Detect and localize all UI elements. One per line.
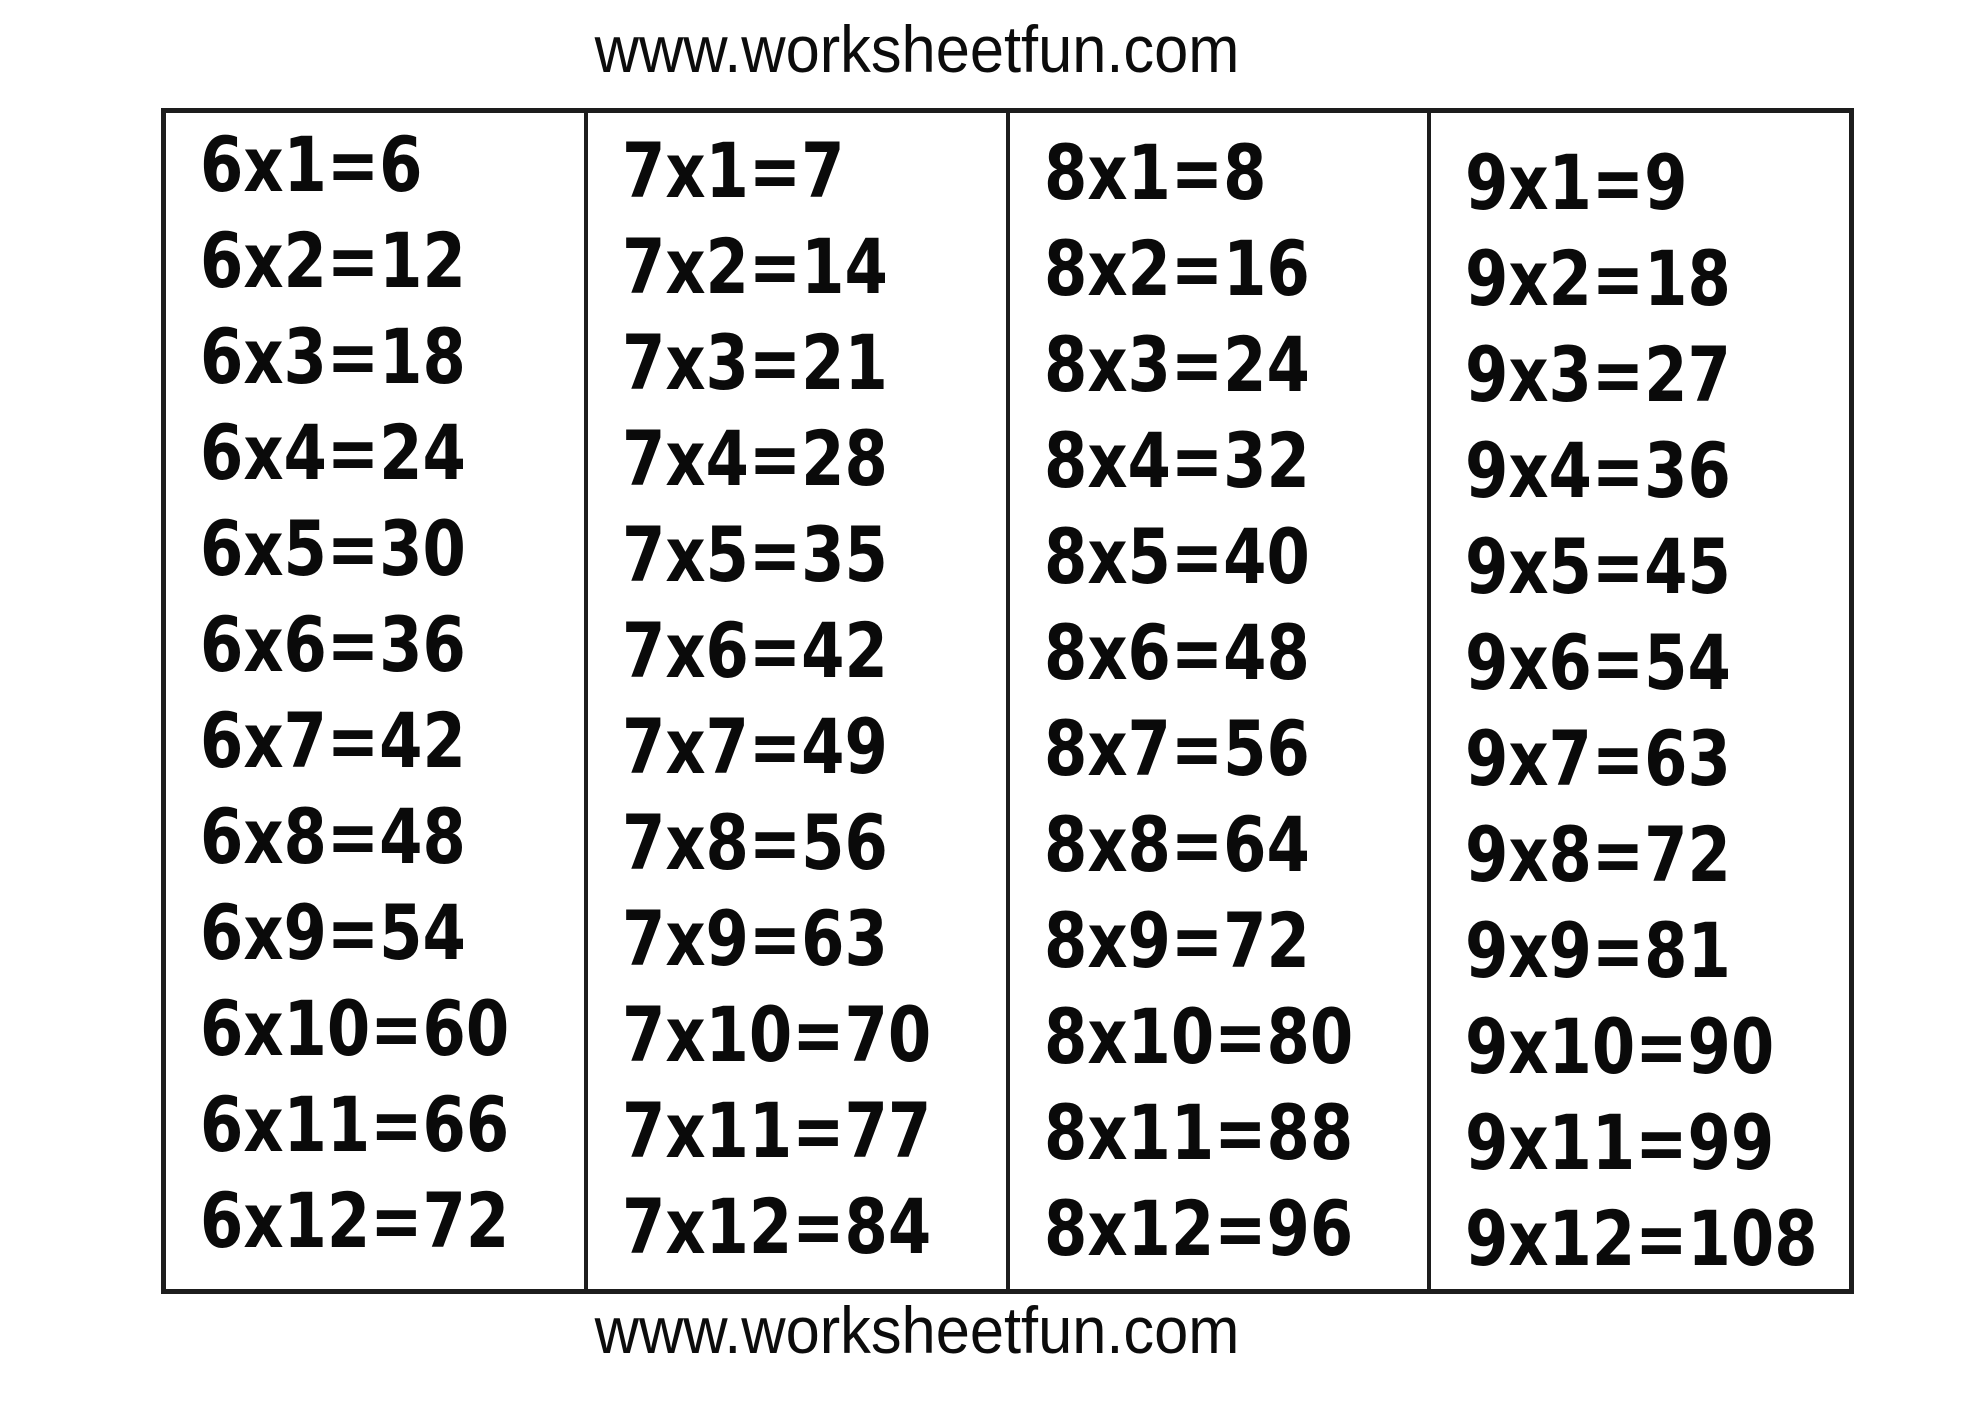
equation: 6x10=60 (200, 984, 510, 1073)
equation: 6x12=72 (200, 1176, 510, 1265)
equation: 7x3=21 (621, 318, 888, 407)
times-7-column: 7x1=7 7x2=14 7x3=21 7x4=28 7x5=35 7x6=42… (583, 113, 1006, 1289)
equation: 6x3=18 (200, 312, 466, 401)
equation: 6x5=30 (200, 504, 466, 593)
equation: 6x8=48 (200, 792, 466, 881)
equation: 6x7=42 (200, 696, 466, 785)
equation: 9x4=36 (1465, 426, 1732, 515)
equation: 7x6=42 (621, 606, 888, 695)
equation: 9x2=18 (1465, 234, 1732, 323)
times-6-column: 6x1=6 6x2=12 6x3=18 6x4=24 6x5=30 6x6=36… (166, 113, 584, 1289)
footer-site-url: www.worksheetfun.com (594, 1293, 1240, 1367)
times-8-column: 8x1=8 8x2=16 8x3=24 8x4=32 8x5=40 8x6=48… (1005, 113, 1428, 1289)
equation: 9x8=72 (1465, 810, 1732, 899)
equation: 6x9=54 (200, 888, 466, 977)
equation: 8x12=96 (1043, 1184, 1353, 1273)
equation: 8x8=64 (1043, 800, 1310, 889)
equation: 6x1=6 (200, 120, 423, 209)
equation: 9x7=63 (1465, 714, 1732, 803)
equation: 8x6=48 (1043, 608, 1310, 697)
equation: 6x4=24 (200, 408, 466, 497)
equation: 8x9=72 (1043, 896, 1310, 985)
multiplication-table: 6x1=6 6x2=12 6x3=18 6x4=24 6x5=30 6x6=36… (161, 108, 1854, 1294)
equation: 8x3=24 (1043, 320, 1310, 409)
equation: 6x2=12 (200, 216, 466, 305)
header-site-url: www.worksheetfun.com (594, 12, 1240, 86)
equation: 9x6=54 (1465, 618, 1732, 707)
equation: 9x10=90 (1465, 1002, 1775, 1091)
equation: 7x7=49 (621, 702, 888, 791)
equation: 7x11=77 (621, 1086, 931, 1175)
equation: 6x6=36 (200, 600, 466, 689)
equation: 7x2=14 (621, 222, 888, 311)
equation: 8x1=8 (1043, 128, 1267, 217)
equation: 7x8=56 (621, 798, 888, 887)
equation: 9x12=108 (1465, 1194, 1818, 1283)
equation: 6x11=66 (200, 1080, 510, 1169)
equation: 8x7=56 (1043, 704, 1310, 793)
equation: 9x5=45 (1465, 522, 1732, 611)
equation: 7x4=28 (621, 414, 888, 503)
equation: 8x2=16 (1043, 224, 1310, 313)
equation: 9x1=9 (1465, 138, 1688, 227)
equation: 7x9=63 (621, 894, 888, 983)
equation: 7x5=35 (621, 510, 888, 599)
equation: 8x5=40 (1043, 512, 1310, 601)
times-9-column: 9x1=9 9x2=18 9x3=27 9x4=36 9x5=45 9x6=54… (1427, 113, 1849, 1289)
equation: 8x11=88 (1043, 1088, 1353, 1177)
equation: 7x12=84 (621, 1182, 931, 1271)
equation: 9x3=27 (1465, 330, 1732, 419)
equation: 8x4=32 (1043, 416, 1310, 505)
equation: 8x10=80 (1043, 992, 1353, 1081)
equation: 7x1=7 (621, 126, 845, 215)
equation: 9x11=99 (1465, 1098, 1775, 1187)
equation: 9x9=81 (1465, 906, 1732, 995)
equation: 7x10=70 (621, 990, 931, 1079)
